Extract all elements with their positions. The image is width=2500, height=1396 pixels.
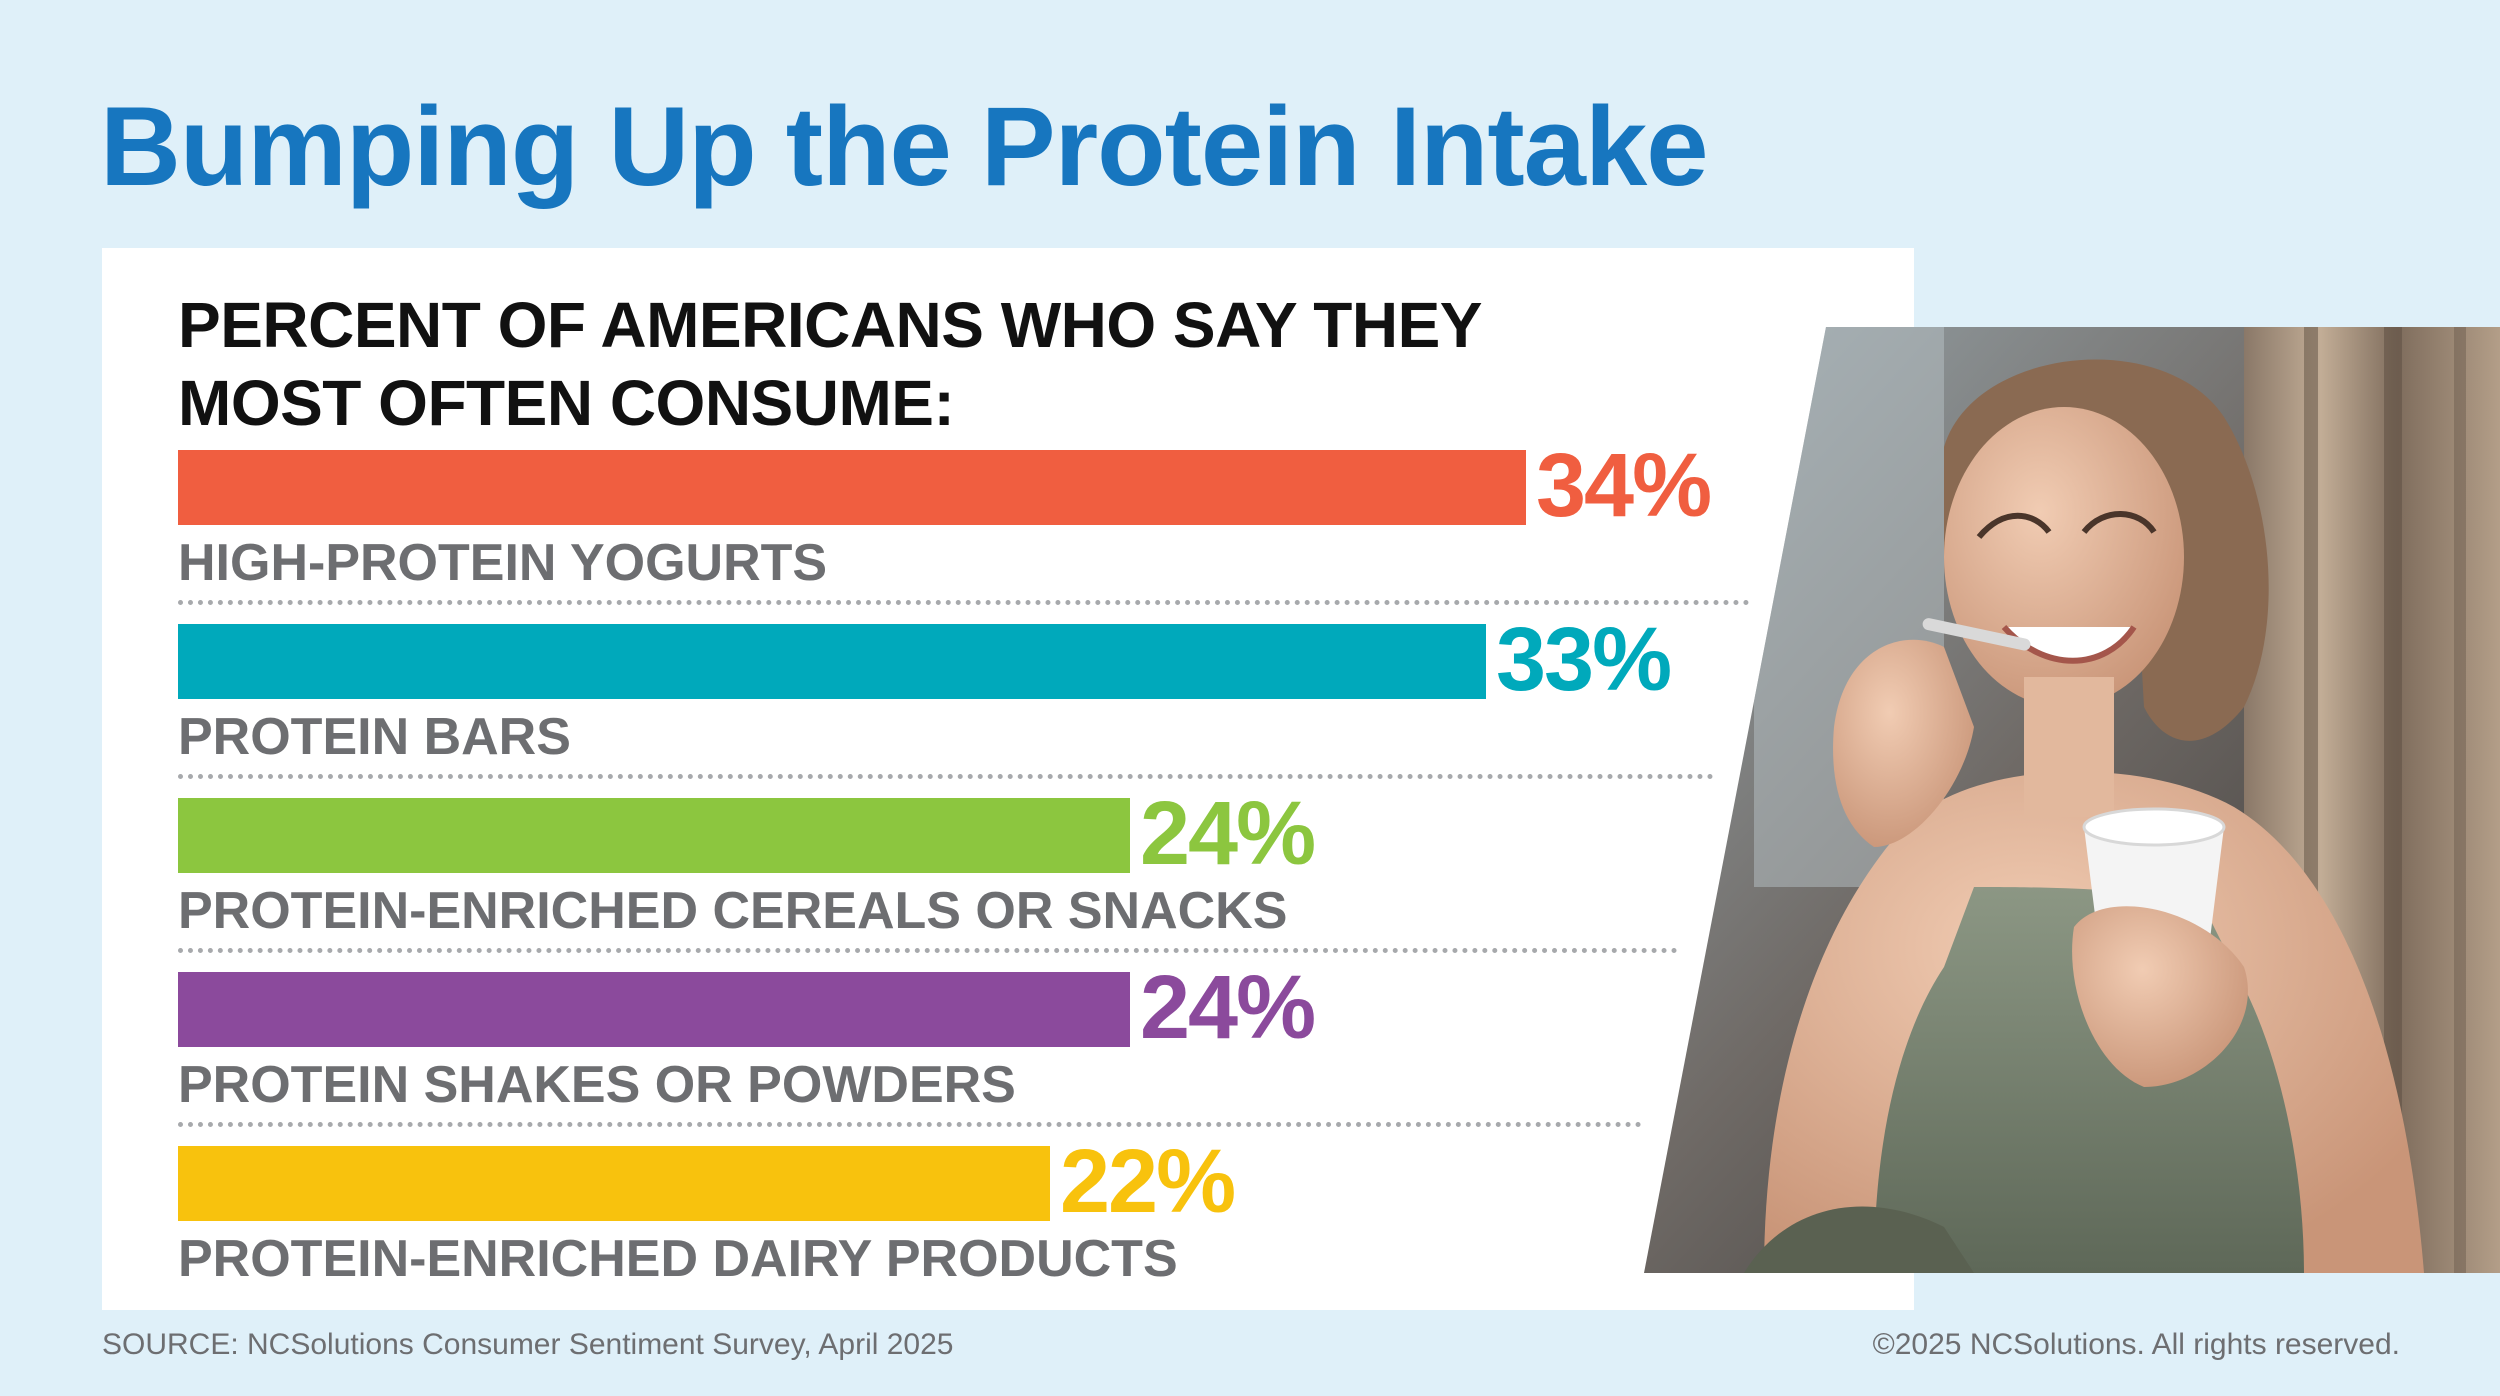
page-title: Bumping Up the Protein Intake (100, 84, 1709, 209)
chart-title-line-1: PERCENT OF AMERICANS WHO SAY THEY (178, 289, 1482, 361)
bar-category-label: PROTEIN-ENRICHED DAIRY PRODUCTS (178, 1230, 1178, 1288)
bar (178, 1146, 1050, 1221)
bar-value-label: 24% (1140, 958, 1316, 1058)
bar-value-label: 34% (1536, 436, 1712, 536)
row-divider (178, 600, 1750, 605)
bar-value-label: 33% (1496, 610, 1672, 710)
copyright-note: ©2025 NCSolutions. All rights reserved. (1872, 1328, 2400, 1361)
bar-category-label: PROTEIN SHAKES OR POWDERS (178, 1056, 1016, 1114)
chart-panel: PERCENT OF AMERICANS WHO SAY THEY MOST O… (102, 248, 1914, 1310)
bar (178, 450, 1526, 525)
row-divider (178, 774, 1714, 779)
chart-title-line-2: MOST OFTEN CONSUME: (178, 367, 955, 439)
bar (178, 972, 1130, 1047)
chart-title: PERCENT OF AMERICANS WHO SAY THEY MOST O… (178, 286, 1482, 442)
bar-category-label: PROTEIN-ENRICHED CEREALS OR SNACKS (178, 882, 1288, 940)
bar-row: 34% HIGH-PROTEIN YOGURTS (178, 436, 1838, 624)
row-divider (178, 948, 1678, 953)
bar-row: 24% PROTEIN SHAKES OR POWDERS (178, 958, 1838, 1146)
bar-category-label: HIGH-PROTEIN YOGURTS (178, 534, 828, 592)
bar-row: 33% PROTEIN BARS (178, 610, 1838, 798)
bar-row: 22% PROTEIN-ENRICHED DAIRY PRODUCTS (178, 1132, 1838, 1320)
bar (178, 624, 1486, 699)
bar-value-label: 24% (1140, 784, 1316, 884)
source-note: SOURCE: NCSolutions Consumer Sentiment S… (102, 1328, 954, 1361)
row-divider (178, 1122, 1642, 1127)
bar-value-label: 22% (1060, 1132, 1236, 1232)
bar (178, 798, 1130, 873)
bar-row: 24% PROTEIN-ENRICHED CEREALS OR SNACKS (178, 784, 1838, 972)
bar-category-label: PROTEIN BARS (178, 708, 571, 766)
